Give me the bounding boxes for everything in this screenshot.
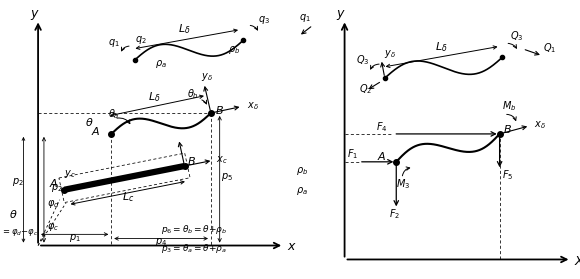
Text: B: B [187,157,195,167]
Text: A: A [92,127,100,137]
Text: $\theta$: $\theta$ [9,208,17,220]
Text: $Q_1$: $Q_1$ [543,42,556,56]
Text: $\theta_a$: $\theta_a$ [108,107,120,121]
Text: $p_5$: $p_5$ [221,171,233,183]
Text: $F_5$: $F_5$ [502,169,514,182]
Text: $p_2$: $p_2$ [12,176,23,188]
Text: $\rho_a$: $\rho_a$ [155,57,167,69]
Text: A: A [49,179,57,189]
Text: $p_4$: $p_4$ [155,236,167,248]
Text: B: B [504,124,512,134]
Text: X: X [574,255,580,268]
Text: y: y [336,7,343,20]
Text: $p_1$: $p_1$ [69,232,81,244]
Text: $\varphi_c$: $\varphi_c$ [47,221,59,233]
Text: B: B [215,106,223,116]
Text: $M_b$: $M_b$ [502,99,517,113]
Text: $F_4$: $F_4$ [376,120,388,134]
Text: $x_\delta$: $x_\delta$ [246,100,259,112]
Text: $\theta$: $\theta$ [85,116,93,128]
Text: $F_2$: $F_2$ [389,208,400,222]
Text: $p_6{=}\theta_b{=}\theta{+}\rho_b$: $p_6{=}\theta_b{=}\theta{+}\rho_b$ [161,223,227,235]
Text: $L_\delta$: $L_\delta$ [148,90,160,104]
Text: $q_1$: $q_1$ [108,37,120,49]
Text: $x_c$: $x_c$ [216,154,228,165]
Text: $\rho_b$: $\rho_b$ [296,165,308,177]
Text: $F_1$: $F_1$ [347,148,358,162]
Text: $q_3$: $q_3$ [258,14,270,26]
Text: A: A [377,152,385,162]
Text: $\varphi_d$: $\varphi_d$ [47,198,60,210]
Text: $p_2$: $p_2$ [51,182,63,194]
Text: y: y [31,7,38,20]
Text: $Q_3$: $Q_3$ [510,29,523,43]
Text: $=\varphi_d{-}\varphi_c$: $=\varphi_d{-}\varphi_c$ [2,227,39,238]
Text: $M_3$: $M_3$ [396,177,411,191]
Text: $q_2$: $q_2$ [135,34,147,46]
Text: $y_c$: $y_c$ [64,168,76,180]
Text: $p_3{=}\theta_a{=}\theta{+}\rho_a$: $p_3{=}\theta_a{=}\theta{+}\rho_a$ [161,242,227,255]
Text: $L_c$: $L_c$ [122,190,134,204]
Text: $Q_2$: $Q_2$ [359,82,372,96]
Text: $\theta_b$: $\theta_b$ [187,88,200,102]
Text: $y_\delta$: $y_\delta$ [384,48,396,60]
Text: $\rho_a$: $\rho_a$ [296,184,307,196]
Text: $\rho_b$: $\rho_b$ [229,44,241,56]
Text: $L_\delta$: $L_\delta$ [435,40,448,54]
Text: $Q_3$: $Q_3$ [356,53,369,67]
Text: $L_\delta$: $L_\delta$ [177,22,190,36]
Text: $x_\delta$: $x_\delta$ [534,119,546,131]
Text: $y_\delta$: $y_\delta$ [201,71,213,83]
Text: x: x [287,240,295,253]
Text: $q_1$: $q_1$ [299,11,310,23]
